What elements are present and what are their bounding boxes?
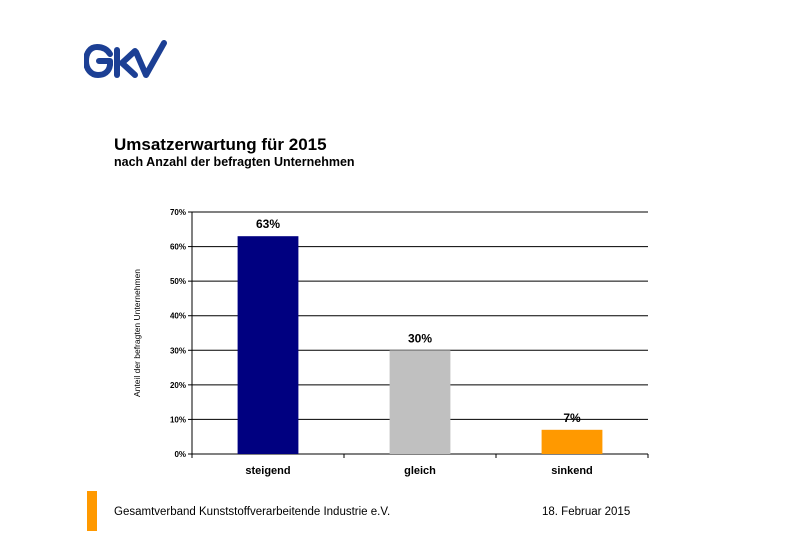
category-label: sinkend: [551, 465, 593, 477]
y-tick-label: 20%: [170, 381, 186, 390]
data-label: 63%: [256, 217, 280, 231]
bar-sinkend: [541, 429, 603, 454]
y-tick-label: 60%: [170, 243, 186, 252]
y-tick-label: 40%: [170, 312, 186, 321]
data-label: 7%: [563, 411, 581, 425]
bars: [237, 236, 603, 454]
bar-steigend: [237, 236, 299, 454]
gkv-logo: [84, 40, 167, 78]
y-tick-label: 30%: [170, 346, 186, 355]
footer-date: 18. Februar 2015: [542, 506, 631, 518]
y-tick-label: 50%: [170, 277, 186, 286]
y-axis-label: Anteil der befragten Unternehmen: [132, 269, 142, 397]
y-tick-label: 70%: [170, 208, 186, 217]
category-label: gleich: [404, 465, 436, 477]
labels: 0% 10% 20% 30% 40% 50% 60% 70% 63% steigend 30% gle…: [132, 208, 593, 477]
chart-title: Umsatzerwartung für 2015: [114, 135, 327, 154]
y-tick-label: 0%: [174, 450, 186, 459]
footer-organization: Gesamtverband Kunststoffverarbeitende In…: [114, 506, 391, 518]
chart-subtitle: nach Anzahl der befragten Unternehmen: [114, 155, 355, 169]
category-label: steigend: [245, 465, 290, 477]
footer-accent-bar: [87, 491, 97, 531]
data-label: 30%: [408, 331, 432, 345]
y-tick-label: 10%: [170, 415, 186, 424]
bar-gleich: [389, 350, 451, 454]
